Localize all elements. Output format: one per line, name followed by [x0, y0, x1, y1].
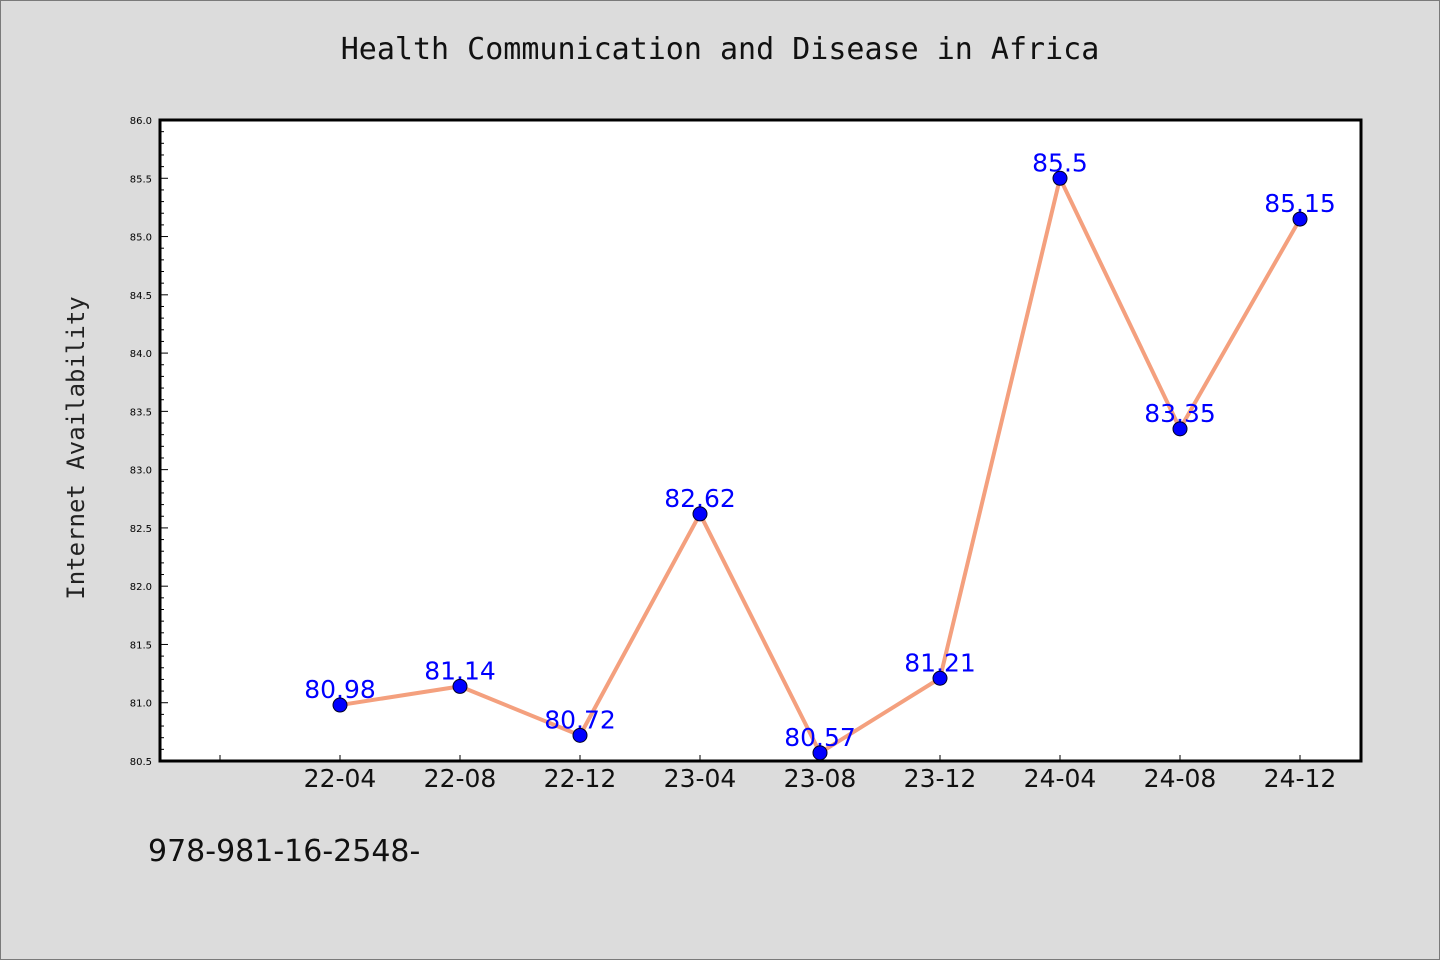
data-point [812, 745, 828, 761]
y-tick-label: 83.0 [130, 466, 152, 477]
data-point [1292, 211, 1308, 227]
y-tick-label: 84.0 [130, 349, 152, 360]
x-tick-label: 22-08 [424, 764, 497, 793]
y-tick-label: 80.5 [130, 757, 152, 768]
y-tick-label: 85.5 [130, 174, 152, 185]
plot-area [160, 120, 1361, 761]
data-point [932, 670, 948, 686]
data-point [692, 506, 708, 522]
data-point [452, 678, 468, 694]
y-tick-label: 82.5 [130, 524, 152, 535]
x-tick-label: 23-04 [664, 764, 737, 793]
y-tick-label: 85.0 [130, 233, 152, 244]
footnote-text: 978-981-16-2548- [148, 834, 421, 869]
y-tick-label: 84.5 [130, 291, 152, 302]
x-tick-label: 24-04 [1024, 764, 1097, 793]
data-point [332, 697, 348, 713]
x-tick-label: 22-12 [544, 764, 617, 793]
x-tick-label: 23-08 [784, 764, 857, 793]
x-tick-label: 22-04 [304, 764, 377, 793]
y-tick-label: 83.5 [130, 407, 152, 418]
plot-border [158, 118, 1363, 763]
y-tick-label: 82.0 [130, 582, 152, 593]
data-point [572, 727, 588, 743]
x-tick-label: 24-08 [1144, 764, 1217, 793]
chart-title: Health Communication and Disease in Afri… [340, 32, 1100, 67]
data-point [1052, 170, 1068, 186]
x-tick-label: 23-12 [904, 764, 977, 793]
y-tick-label: 81.5 [130, 640, 152, 651]
x-tick-label: 24-12 [1264, 764, 1337, 793]
data-point [1172, 421, 1188, 437]
y-tick-label: 81.0 [130, 699, 152, 710]
y-tick-label: 86.0 [130, 116, 152, 127]
